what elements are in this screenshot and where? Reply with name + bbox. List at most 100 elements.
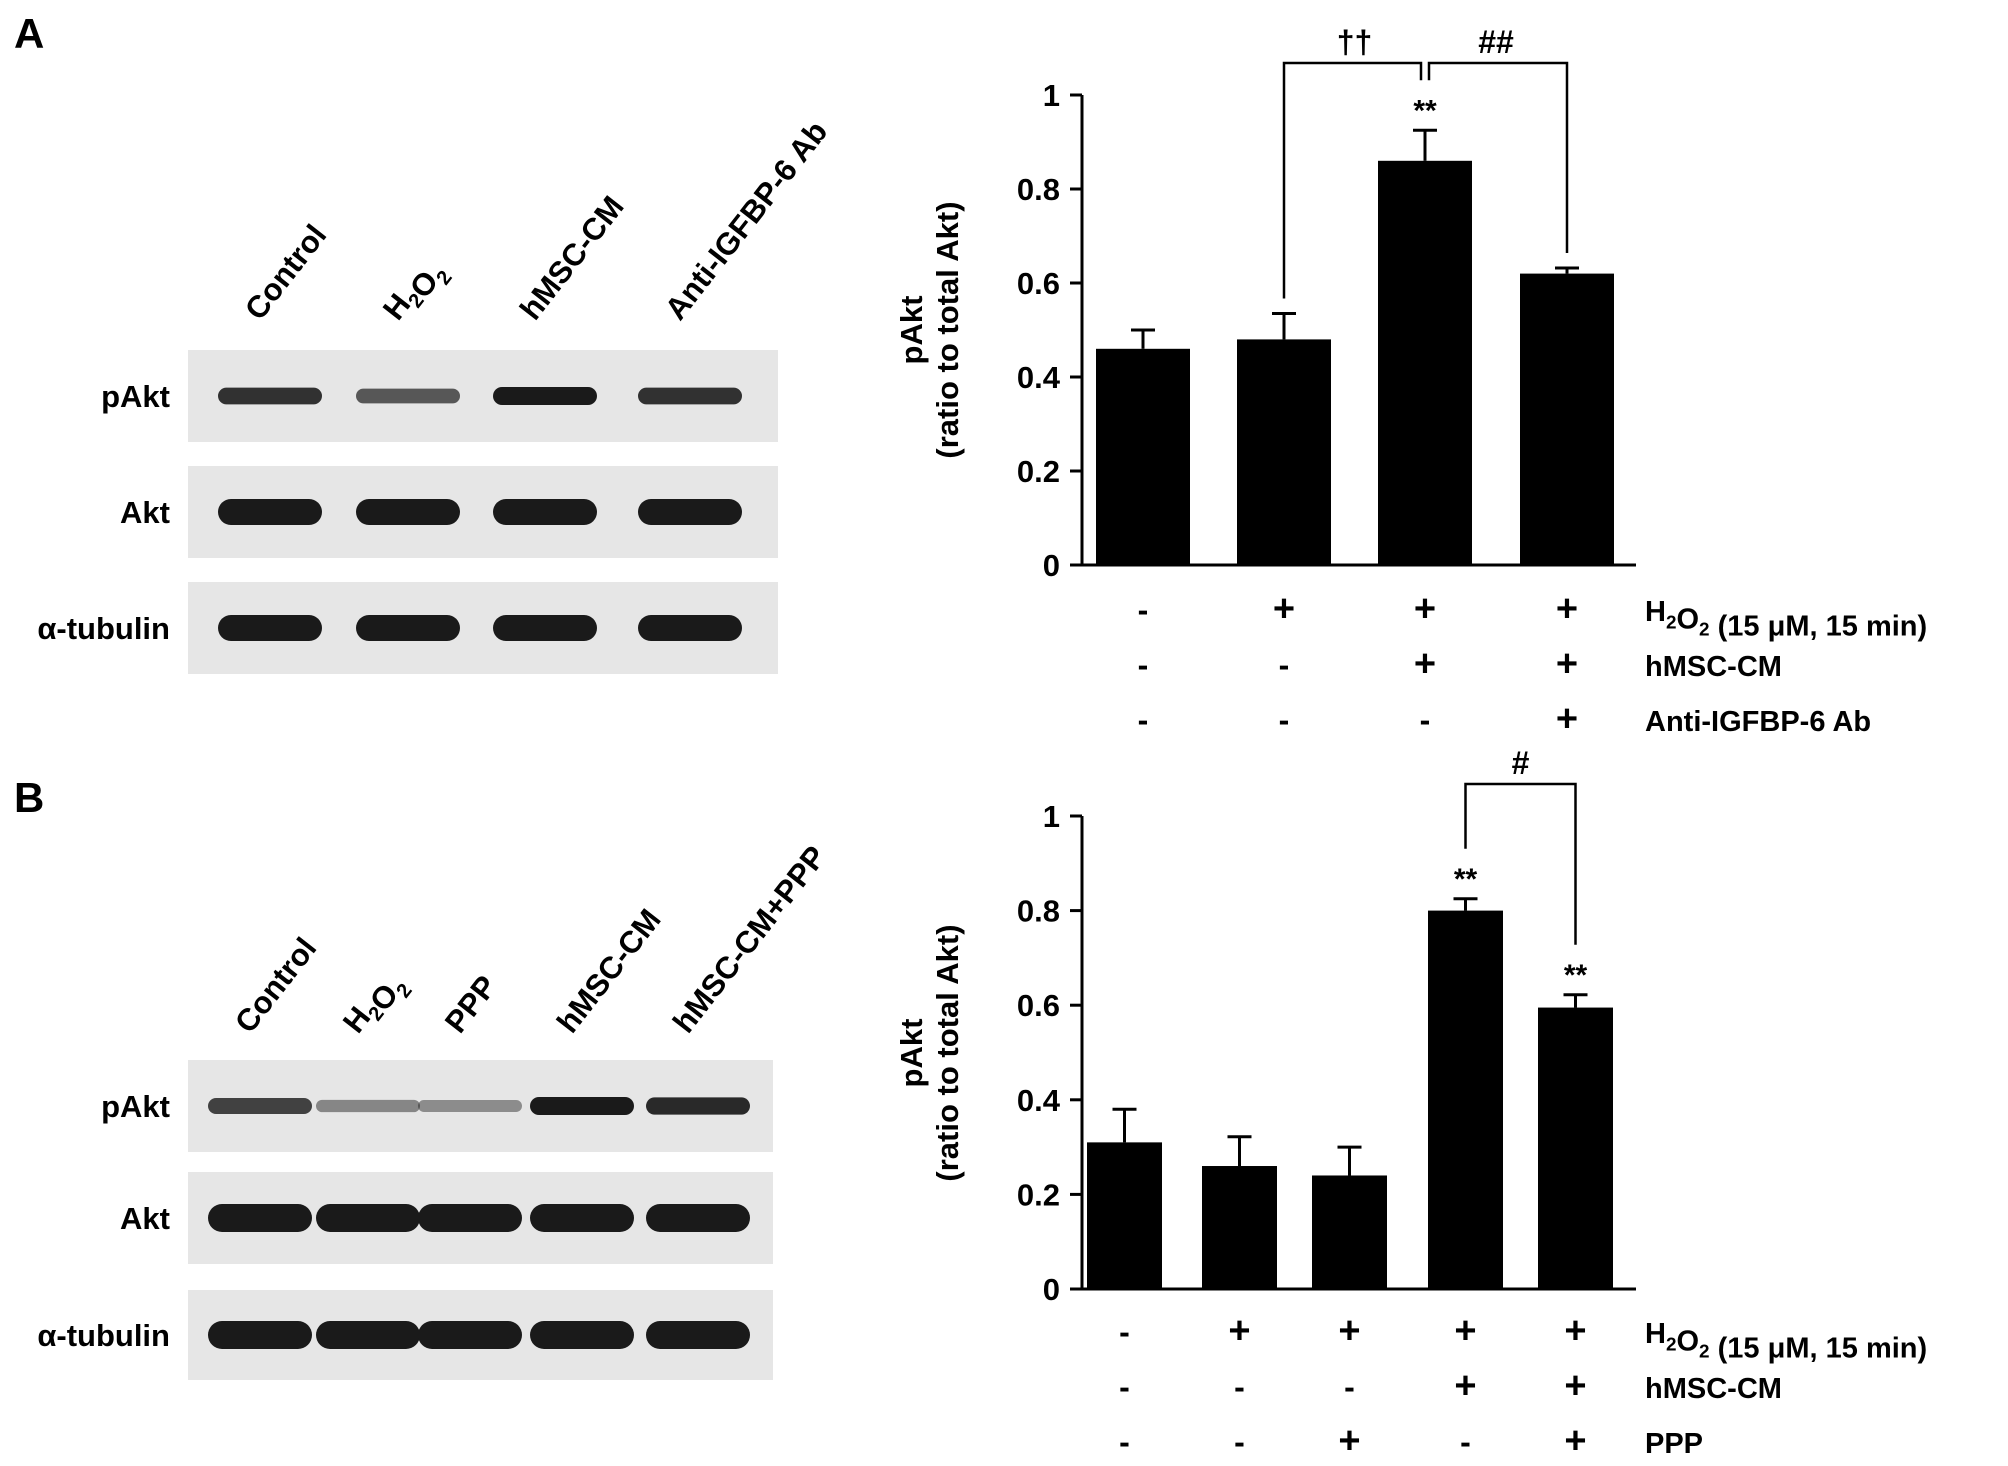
lane-label: Control — [228, 931, 323, 1039]
significance-label: ** — [1454, 863, 1478, 896]
treatment-label: hMSC-CM — [1645, 1373, 1782, 1405]
treatment-mark: - — [1138, 647, 1149, 683]
blot-band — [646, 1097, 750, 1115]
y-axis-label: pAkt(ratio to total Akt) — [894, 201, 965, 458]
treatment-mark: - — [1279, 647, 1290, 683]
y-axis-label: pAkt(ratio to total Akt) — [894, 924, 965, 1181]
blot-row-label: pAkt — [101, 1089, 170, 1124]
y-tick-label: 0 — [1043, 548, 1060, 583]
treatment-mark: + — [1556, 588, 1578, 630]
bar — [1312, 1175, 1387, 1289]
y-tick-label: 1 — [1043, 78, 1060, 113]
blot-row-label: Akt — [120, 1201, 170, 1236]
treatment-mark: + — [1273, 588, 1295, 630]
significance-bracket — [1427, 61, 1569, 253]
treatment-mark: - — [1119, 1314, 1130, 1350]
lane-label: Anti-IGFBP-6 Ab — [658, 114, 834, 326]
treatment-mark: - — [1138, 702, 1149, 738]
treatment-mark: + — [1414, 588, 1436, 630]
blot-band — [218, 499, 322, 525]
treatment-mark: + — [1556, 698, 1578, 740]
treatment-mark: + — [1564, 1365, 1586, 1407]
blot-band — [530, 1204, 634, 1232]
blot-band — [208, 1321, 312, 1349]
blot-row-label: Akt — [120, 495, 170, 530]
bar — [1520, 273, 1614, 565]
y-tick-label: 0.6 — [1017, 988, 1060, 1023]
y-tick-label: 0.6 — [1017, 266, 1060, 301]
blot-band — [208, 1204, 312, 1232]
blot-band — [646, 1204, 750, 1232]
blot-band — [646, 1321, 750, 1349]
blot-band — [493, 615, 597, 641]
blot-band — [316, 1099, 420, 1113]
lane-label: hMSC-CM — [513, 189, 631, 326]
treatment-label: hMSC-CM — [1645, 651, 1782, 683]
blot-band — [418, 1204, 522, 1232]
bar — [1202, 1166, 1277, 1289]
lane-label: H2O2 — [336, 963, 417, 1047]
treatment-mark: - — [1119, 1369, 1130, 1405]
blot-band — [356, 615, 460, 641]
y-tick-label: 0.2 — [1017, 454, 1060, 489]
treatment-mark: + — [1564, 1310, 1586, 1352]
blot-band — [530, 1097, 634, 1115]
lane-label: Control — [238, 218, 333, 326]
significance-bracket — [1464, 782, 1577, 945]
treatment-mark: - — [1138, 592, 1149, 628]
lane-label: PPP — [438, 969, 504, 1039]
y-tick-label: 0.8 — [1017, 172, 1060, 207]
blot-band — [316, 1321, 420, 1349]
y-tick-label: 0.2 — [1017, 1177, 1060, 1212]
significance-label: ** — [1564, 959, 1588, 992]
blot-band — [493, 499, 597, 525]
lane-label: H2O2 — [376, 250, 457, 334]
blot-band — [356, 499, 460, 525]
blot-band — [493, 387, 597, 405]
treatment-mark: - — [1460, 1424, 1471, 1460]
treatment-mark: - — [1279, 702, 1290, 738]
treatment-label: H2O2 (15 μM, 15 min) — [1645, 596, 1927, 643]
treatment-mark: - — [1119, 1424, 1130, 1460]
treatment-table: - + + + + H2O2 (15 μM, 15 min) - - - + + hMSC-CM - - +… — [1119, 1310, 1927, 1462]
bar — [1087, 1142, 1162, 1289]
bar-chart: 0 0.2 0.4 0.6 0.8 1 pAkt(ratio to total Akt) **… — [894, 24, 1636, 583]
bar — [1538, 1007, 1613, 1289]
treatment-label: Anti-IGFBP-6 Ab — [1645, 706, 1871, 738]
bracket-label: # — [1512, 745, 1530, 781]
treatment-table: - + + + H2O2 (15 μM, 15 min) - - + + hMSC-CM - - - + A… — [1138, 588, 1928, 740]
blot-band — [208, 1098, 312, 1114]
blot-band — [418, 1100, 522, 1112]
treatment-mark: + — [1454, 1365, 1476, 1407]
blot-band — [638, 387, 742, 405]
y-tick-label: 0 — [1043, 1272, 1060, 1307]
blot-band — [638, 499, 742, 525]
bar — [1428, 910, 1503, 1289]
y-tick-label: 0.8 — [1017, 894, 1060, 929]
y-tick-label: 0.4 — [1017, 360, 1061, 395]
bar — [1237, 339, 1331, 565]
bracket-label: †† — [1337, 24, 1373, 60]
blot-band — [218, 615, 322, 641]
treatment-mark: + — [1228, 1310, 1250, 1352]
lane-label: hMSC-CM — [550, 902, 668, 1039]
significance-label: ** — [1413, 94, 1437, 127]
blot-band — [418, 1321, 522, 1349]
treatment-label: PPP — [1645, 1428, 1703, 1460]
significance-bracket — [1282, 61, 1423, 299]
blot-band — [218, 387, 322, 405]
y-tick-label: 1 — [1043, 799, 1060, 834]
treatment-mark: - — [1234, 1424, 1245, 1460]
bar — [1378, 160, 1472, 566]
bar-chart: 0 0.2 0.4 0.6 0.8 1 pAkt(ratio to total Akt) **… — [894, 745, 1636, 1307]
lane-label: hMSC-CM+PPP — [666, 839, 833, 1039]
blot-row-label: α-tubulin — [37, 611, 170, 646]
bracket-label: ## — [1478, 24, 1514, 60]
blot-band — [638, 615, 742, 641]
blot-band — [356, 388, 460, 404]
